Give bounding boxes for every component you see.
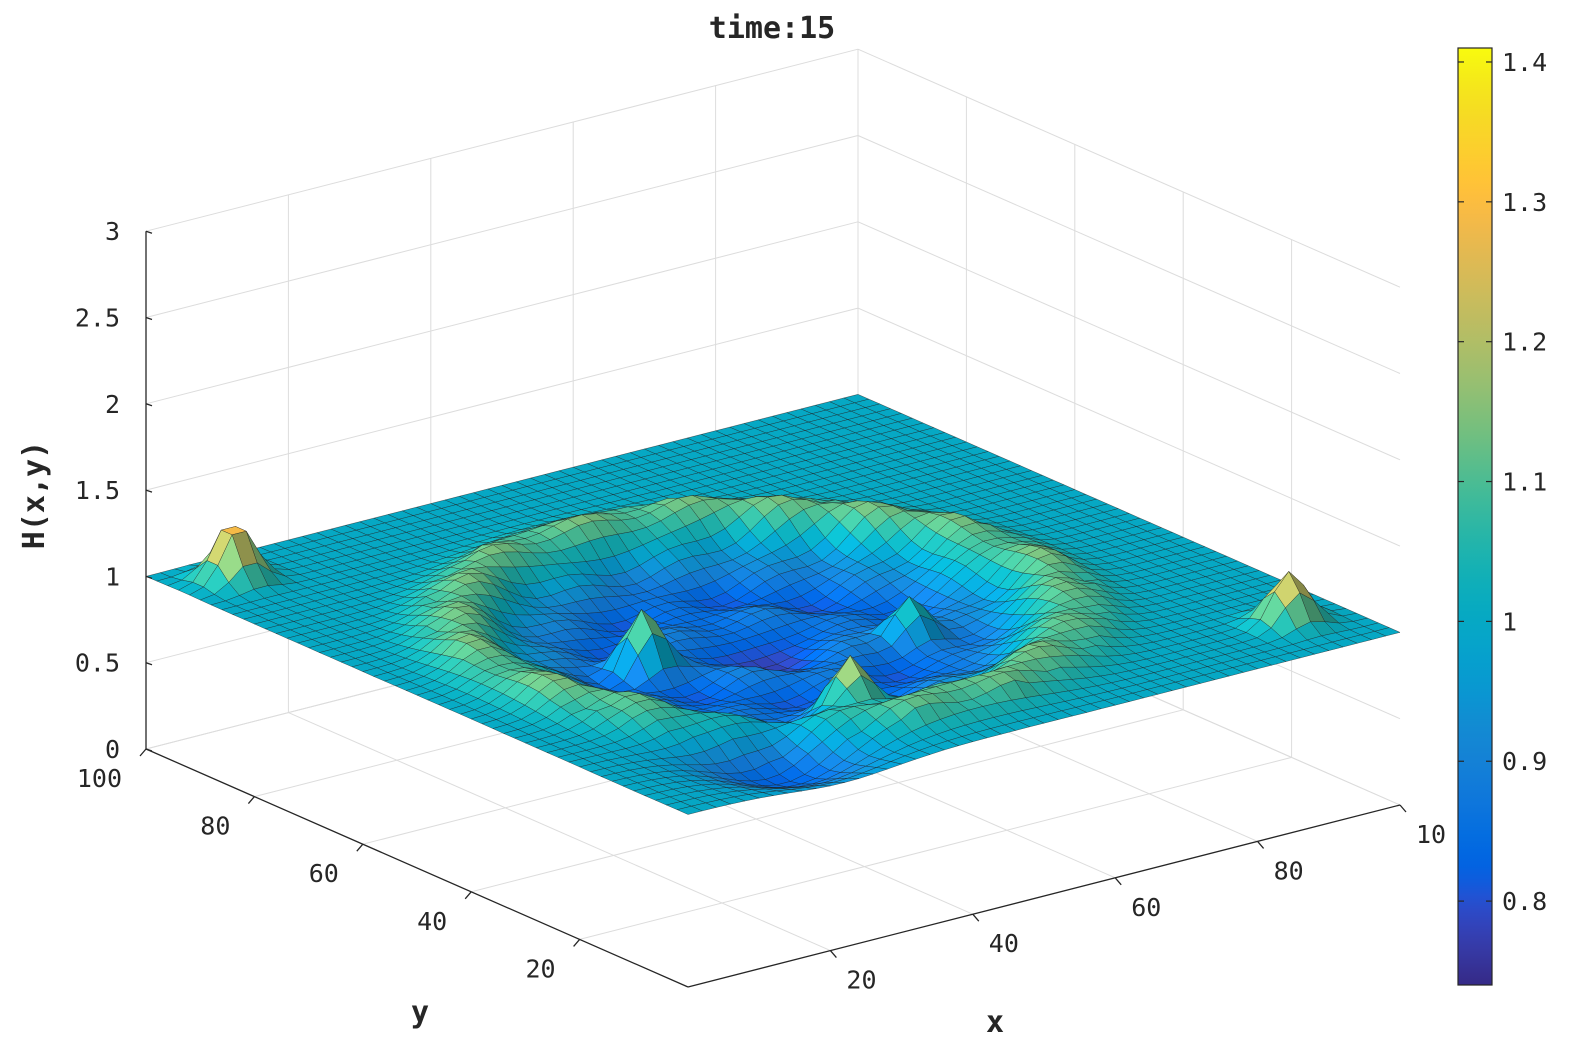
z-tick-label-4: 2	[105, 390, 120, 419]
y-tick-mark	[356, 843, 364, 852]
chart-title: time:15	[709, 11, 835, 46]
x-tick-mark	[1114, 877, 1122, 886]
z-tick-label-2: 1	[105, 562, 120, 591]
y-tick-mark	[464, 891, 472, 900]
y-tick-label-4: 100	[77, 764, 122, 793]
x-tick-label-3: 80	[1274, 856, 1304, 885]
x-tick-label-4: 10	[1416, 820, 1446, 849]
y-axis-label: y	[411, 995, 429, 1030]
x-tick-mark	[1257, 840, 1265, 849]
axes-lines	[139, 230, 1407, 988]
y-axis-line	[145, 748, 689, 988]
x-tick-mark	[829, 950, 837, 959]
surface-plot	[145, 394, 1401, 815]
x-tick-mark	[1399, 804, 1407, 813]
z-tick-label-3: 1.5	[75, 476, 120, 505]
z-tick-label-5: 2.5	[75, 304, 120, 333]
colorbar-tick-6: 1.4	[1502, 48, 1547, 77]
y-tick-label-3: 80	[200, 812, 230, 841]
colorbar-tick-3: 1.1	[1502, 468, 1547, 497]
x-tick-label-1: 40	[989, 929, 1019, 958]
colorbar-tick-1: 0.9	[1502, 747, 1547, 776]
floor-grid-x	[288, 712, 831, 952]
wall-grid-z	[145, 221, 859, 405]
z-tick-label-0: 0	[105, 735, 120, 764]
colorbar-tick-5: 1.3	[1502, 188, 1547, 217]
x-axis-label: x	[986, 1005, 1004, 1040]
x-axis-line	[687, 804, 1401, 988]
y-tick-mark	[247, 796, 255, 805]
z-tick-mark	[145, 489, 153, 493]
surface-patch	[676, 805, 703, 815]
colorbar-gradient	[1457, 47, 1493, 986]
z-tick-mark	[145, 403, 153, 407]
x-tick-label-2: 60	[1131, 893, 1161, 922]
z-tick-mark	[145, 575, 153, 580]
floor-grid-y	[579, 756, 1292, 940]
wall-grid-z	[857, 307, 1401, 547]
wall-grid-z	[145, 307, 859, 491]
z-tick-label-6: 3	[105, 217, 120, 246]
colorbar-tick-2: 1	[1502, 607, 1517, 636]
wall-grid-z	[857, 135, 1401, 374]
x-tick-mark	[972, 913, 980, 922]
z-tick-mark	[145, 230, 153, 234]
colorbar-tick-0: 0.8	[1502, 887, 1547, 916]
y-tick-label-1: 40	[417, 907, 447, 936]
colorbar: 0.8 0.9 1 1.1 1.2 1.3 1.4	[1457, 47, 1547, 986]
colorbar-tick-4: 1.2	[1502, 328, 1547, 357]
x-tick-label-0: 20	[846, 966, 876, 995]
y-tick-label-0: 20	[525, 954, 555, 983]
z-tick-label-1: 0.5	[75, 649, 120, 678]
floor-grid-y	[471, 709, 1184, 893]
y-tick-label-2: 60	[309, 859, 339, 888]
z-tick-mark	[145, 748, 153, 752]
z-tick-mark	[145, 316, 153, 321]
z-axis-label: H(x,y)	[17, 441, 52, 549]
z-tick-mark	[145, 662, 153, 666]
wall-grid-z	[857, 48, 1401, 288]
wall-grid-z	[145, 135, 859, 318]
y-tick-mark	[573, 938, 581, 947]
wall-grid-z	[145, 48, 859, 232]
wall-grid-z	[857, 221, 1401, 461]
y-tick-mark	[139, 748, 147, 757]
